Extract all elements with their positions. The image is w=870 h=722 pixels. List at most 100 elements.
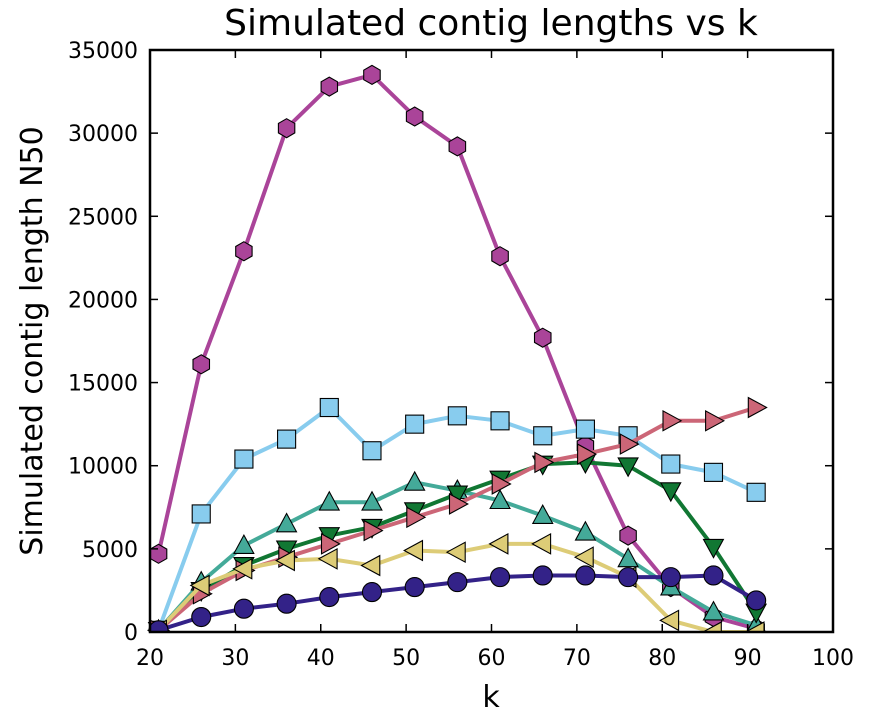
y-tick-label: 0 [124, 621, 138, 646]
series-3-point [275, 512, 298, 533]
x-tick-label: 30 [221, 646, 249, 671]
series-7 [148, 565, 767, 632]
series-2-point [575, 419, 595, 439]
series-3-point [403, 470, 426, 491]
series-7-point [319, 587, 340, 608]
series-3-point [318, 490, 341, 511]
series-1-point [491, 246, 509, 267]
series-6-point [659, 609, 680, 632]
series-7-point [148, 620, 169, 632]
series-6-point [275, 549, 295, 572]
x-tick-label: 80 [648, 646, 676, 671]
x-tick-label: 70 [563, 646, 591, 671]
series-6-point [488, 532, 509, 555]
series-6-point [531, 532, 552, 555]
y-tick-label: 25000 [68, 205, 138, 230]
series-1-point [277, 118, 296, 139]
series-1-point [363, 64, 381, 86]
series-1-point [619, 525, 637, 546]
y-tick-label: 5000 [82, 538, 138, 563]
y-tick-label: 20000 [68, 288, 138, 313]
series-1-point [405, 106, 424, 127]
series-5-point [491, 473, 512, 495]
y-tick-label: 10000 [68, 455, 138, 480]
series-1-point [235, 241, 253, 262]
series-6-point [701, 621, 722, 632]
series-1-point [320, 76, 339, 97]
y-tick-label: 30000 [68, 122, 138, 147]
y-axis-label: Simulated contig length N50 [15, 126, 50, 555]
series-3-point [361, 490, 383, 511]
series-5-point [747, 396, 768, 419]
series-6-point [744, 621, 765, 632]
series-7-point [618, 567, 639, 588]
chart-title: Simulated contig lengths vs k [224, 3, 758, 44]
series-1-point [448, 136, 467, 157]
series-7-point [276, 593, 297, 614]
series-7-point [447, 572, 468, 593]
series-6-point [403, 539, 424, 562]
series-7-point [703, 565, 724, 586]
series-2-point [319, 397, 339, 418]
series-1-point [149, 543, 168, 564]
series-6-point [317, 547, 338, 570]
series-3-point [531, 504, 554, 524]
series-2-point [277, 429, 297, 449]
series-2-point [703, 462, 724, 482]
series-5-point [619, 433, 640, 455]
x-tick-label: 40 [307, 646, 335, 671]
series-6-point [573, 546, 594, 569]
series-5-point [534, 451, 555, 474]
series-6-point [232, 557, 253, 580]
series-5-point [448, 493, 469, 515]
series-7-point [660, 567, 681, 588]
series-2-point [533, 426, 553, 446]
series-3-point [489, 489, 511, 510]
series-7-point [404, 577, 425, 598]
series-4-point [659, 482, 682, 503]
series-6-point [445, 541, 466, 564]
axes-layer: 20 30 40 50 60 70 80 90 100 0 5000 10000 15000 20000 2… [68, 39, 854, 671]
series-5-point [577, 443, 598, 465]
series-6-point [189, 574, 210, 597]
series-layer [146, 64, 768, 632]
series-2-point [490, 411, 510, 431]
x-tick-label: 100 [812, 646, 854, 671]
series-2-point [661, 454, 681, 474]
series-4-point [617, 457, 639, 478]
series-2-point [746, 482, 766, 502]
series-7-point [489, 567, 511, 588]
series-3-point [574, 520, 597, 541]
series-7-point [191, 606, 212, 628]
x-tick-label: 90 [734, 646, 762, 671]
series-2-point [405, 414, 425, 434]
series-3-point [702, 600, 725, 621]
series-7-point [746, 590, 767, 611]
x-tick-label: 50 [392, 646, 420, 671]
series-5-point [320, 532, 341, 555]
series-7-point [233, 598, 254, 619]
y-tick-label: 35000 [68, 39, 138, 64]
x-axis-label: k [482, 680, 500, 715]
series-5-point [705, 409, 726, 432]
series-1-point [192, 354, 211, 375]
series-5-point [406, 506, 427, 529]
series-1-point [533, 327, 552, 348]
series-7-point [532, 565, 553, 586]
series-3-point [233, 533, 255, 554]
series-2-point [362, 441, 382, 461]
series-6-point [360, 554, 381, 577]
series-2-point [191, 504, 211, 524]
series-2-point [447, 406, 467, 426]
series-7-point [575, 565, 596, 586]
series-2-point [234, 449, 254, 469]
y-tick-label: 15000 [68, 372, 138, 397]
series-5-point [363, 519, 384, 542]
series-5-point [662, 409, 683, 432]
x-tick-label: 20 [136, 646, 164, 671]
series-7-point [361, 582, 383, 603]
x-tick-label: 60 [478, 646, 506, 671]
series-3-point [617, 547, 639, 568]
